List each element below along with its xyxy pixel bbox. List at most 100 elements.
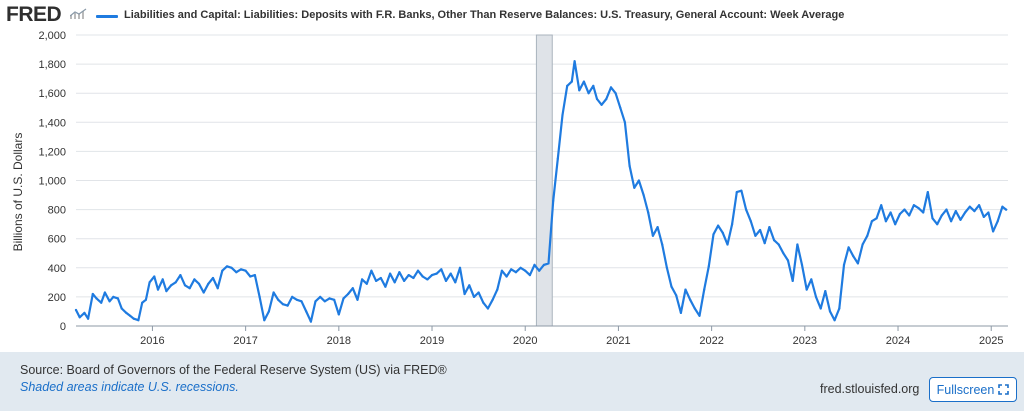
data-point <box>679 311 683 314</box>
source-note: Source: Board of Governors of the Federa… <box>20 363 447 377</box>
data-point <box>533 263 536 266</box>
data-point <box>458 266 462 269</box>
data-point <box>125 311 128 314</box>
data-point <box>281 303 284 306</box>
data-point <box>605 97 608 101</box>
data-point <box>684 288 687 291</box>
y-tick-label: 1,200 <box>38 146 66 158</box>
data-point <box>393 281 396 284</box>
data-point <box>675 294 678 297</box>
line-chart: 0 200 400 600 800 1,000 1,200 1,400 1,600 1,800 2,… <box>11 30 1008 347</box>
data-point <box>347 292 350 296</box>
y-axis-ticks: 0 200 400 600 800 1,000 1,200 1,400 1,600 1,800 2,… <box>38 30 66 333</box>
y-tick-label: 1,600 <box>38 88 66 100</box>
data-point <box>379 276 382 280</box>
graph-header: FRED Liabilities and Capital: Liabilitie… <box>0 0 1024 30</box>
data-point <box>183 284 187 287</box>
y-tick-label: 0 <box>60 321 66 333</box>
data-point <box>309 320 312 323</box>
data-point <box>973 210 976 213</box>
data-point <box>763 242 766 245</box>
data-point <box>842 263 846 266</box>
data-point <box>370 269 373 272</box>
fullscreen-button[interactable]: Fullscreen <box>929 377 1017 402</box>
y-tick-label: 2,000 <box>38 30 66 42</box>
data-point <box>996 220 999 223</box>
data-point <box>449 272 452 275</box>
data-point <box>950 220 953 223</box>
data-point <box>538 269 541 272</box>
data-point <box>277 298 280 301</box>
series-line[interactable] <box>74 60 1008 323</box>
data-point <box>258 295 261 298</box>
data-point <box>286 304 289 307</box>
data-point <box>141 301 144 304</box>
data-point <box>211 276 215 280</box>
data-point <box>91 292 94 296</box>
data-point <box>735 191 738 194</box>
data-point <box>193 278 196 281</box>
data-point <box>235 271 238 274</box>
data-point <box>416 269 420 272</box>
data-point <box>225 265 229 268</box>
data-point <box>305 310 308 313</box>
y-axis-label: Billions of U.S. Dollars <box>11 133 25 252</box>
data-point <box>810 278 813 281</box>
data-point <box>731 223 734 226</box>
data-point <box>637 179 641 182</box>
data-point <box>170 284 173 287</box>
data-point <box>566 84 569 87</box>
data-point <box>95 297 98 300</box>
data-point <box>314 300 317 303</box>
data-point <box>670 285 673 288</box>
data-point <box>894 223 897 226</box>
data-point <box>707 265 710 268</box>
y-tick-label: 800 <box>48 205 66 217</box>
data-point <box>421 275 424 278</box>
data-point <box>83 311 86 314</box>
data-point <box>156 288 160 291</box>
data-point <box>112 295 115 298</box>
fred-url[interactable]: fred.stlouisfed.org <box>820 382 920 396</box>
data-point <box>587 92 590 95</box>
data-point <box>384 285 387 288</box>
data-point <box>703 288 706 291</box>
data-point <box>398 271 401 274</box>
data-point <box>800 263 804 266</box>
series-layer <box>74 60 1008 323</box>
x-tick-label: 2024 <box>886 335 910 347</box>
data-point <box>721 231 724 234</box>
data-point <box>936 223 939 226</box>
data-point <box>197 282 201 285</box>
data-point <box>291 295 294 298</box>
data-point <box>188 287 191 290</box>
data-point <box>592 84 595 87</box>
data-point <box>202 291 205 294</box>
fred-logo[interactable]: FRED <box>6 3 62 26</box>
data-point <box>698 314 701 317</box>
data-point <box>777 243 780 246</box>
plot-area: 0 200 400 600 800 1,000 1,200 1,400 1,600 1,800 2,… <box>0 30 1024 352</box>
data-point <box>954 210 957 213</box>
data-point <box>856 262 860 265</box>
x-tick-label: 2016 <box>140 335 164 347</box>
data-point <box>828 310 832 313</box>
data-point <box>267 310 270 313</box>
data-point <box>578 89 581 92</box>
fullscreen-label: Fullscreen <box>936 382 995 397</box>
data-point <box>912 204 916 207</box>
data-point <box>745 208 748 211</box>
data-point <box>342 297 345 300</box>
data-point <box>221 269 224 272</box>
data-point <box>651 234 655 237</box>
data-point <box>978 204 981 207</box>
data-point <box>791 279 794 282</box>
data-point <box>524 269 527 272</box>
data-point <box>472 295 476 298</box>
data-point <box>132 317 135 320</box>
data-point <box>407 274 410 277</box>
data-point <box>153 275 156 278</box>
data-point <box>982 215 985 218</box>
data-point <box>647 211 650 214</box>
